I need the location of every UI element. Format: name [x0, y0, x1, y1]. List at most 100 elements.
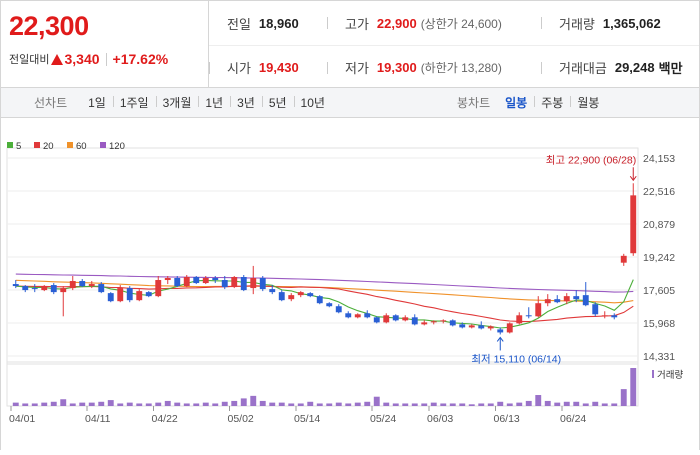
period-1w[interactable]: 1주일	[112, 94, 156, 111]
candle-body	[345, 313, 352, 318]
volume-bar	[459, 403, 466, 406]
volume-bar	[288, 403, 295, 406]
volume-bar	[449, 403, 456, 406]
stat-volume: 거래량 1,365,062	[541, 1, 699, 45]
volume-bar	[563, 401, 570, 406]
x-tick-label: 06/24	[560, 413, 586, 425]
candle-body	[193, 276, 200, 284]
candle-body	[164, 278, 171, 281]
chart-area: 24,153 22,516 20,879 19,242 17,605 15,968 14,3…	[0, 118, 700, 450]
quote-header: 22,300 전일대비 3,340 +17.62% 전일 18,960 고가 2…	[0, 0, 700, 88]
line-chart-label: 선차트	[34, 96, 68, 110]
candle-body	[126, 288, 133, 301]
candle-daily[interactable]: 일봉	[505, 96, 528, 110]
candle-monthly[interactable]: 월봉	[570, 94, 606, 111]
candle-body	[373, 317, 380, 323]
volume-bar	[487, 403, 494, 406]
candle-body	[288, 295, 295, 300]
change-row: 전일대비 3,340 +17.62%	[9, 51, 208, 67]
candle-body	[630, 195, 637, 254]
volume-bar	[364, 401, 371, 406]
candle-body	[592, 304, 599, 315]
volume-bar	[12, 402, 19, 406]
stat-value: 29,248	[614, 60, 655, 75]
candle-body	[411, 317, 418, 325]
volume-bar	[478, 403, 485, 406]
x-tick-label: 04/01	[9, 413, 35, 425]
candle-body	[22, 286, 29, 291]
period-10y[interactable]: 10년	[293, 94, 332, 111]
candle-body	[297, 292, 304, 296]
stat-amount: 거래대금 29,248 백만	[541, 45, 699, 89]
volume-bar	[392, 403, 399, 406]
candle-body	[601, 315, 608, 317]
candle-weekly[interactable]: 주봉	[534, 94, 570, 111]
candle-body	[354, 314, 361, 318]
volume-bar	[60, 399, 67, 406]
candlestick-chart: 24,153 22,516 20,879 19,242 17,605 15,968 14,3…	[6, 141, 683, 425]
candle-body	[487, 326, 494, 329]
volume-bar	[544, 400, 551, 406]
y-tick-label: 19,242	[643, 252, 675, 264]
stat-label: 시가	[227, 61, 251, 76]
candle-body	[88, 284, 95, 287]
candle-body	[221, 280, 228, 288]
volume-bar	[240, 398, 247, 406]
period-1y[interactable]: 1년	[198, 94, 230, 111]
stat-low: 저가 19,300 (하한가 13,280)	[327, 45, 541, 89]
period-3y[interactable]: 3년	[230, 94, 262, 111]
candle-body	[316, 296, 323, 304]
volume-bar	[516, 402, 523, 406]
period-5y[interactable]: 5년	[261, 94, 294, 111]
volume-label: 거래량	[657, 369, 683, 381]
y-tick-label: 14,331	[643, 351, 675, 363]
volume-bar	[354, 402, 361, 406]
volume-bar	[88, 402, 95, 406]
candle-body	[250, 278, 257, 289]
volume-bar	[126, 402, 133, 406]
volume-bar	[193, 403, 200, 406]
candle-body	[212, 278, 219, 281]
volume-bar	[22, 403, 29, 406]
candle-chart-label: 봉차트	[457, 96, 491, 110]
candle-body	[240, 276, 247, 291]
amount-unit: 백만	[658, 61, 683, 76]
volume-bar	[430, 402, 437, 406]
volume-bar	[316, 403, 323, 406]
volume-bar	[50, 401, 57, 406]
candle-body	[525, 315, 532, 317]
volume-bar	[573, 401, 580, 406]
ma-120-line	[15, 273, 634, 293]
current-price: 22,300	[9, 11, 89, 41]
stat-open: 시가 19,430	[209, 45, 327, 89]
volume-bar	[326, 403, 333, 406]
volume-bar	[155, 402, 162, 406]
candle-body	[155, 280, 162, 297]
candle-body	[335, 306, 342, 313]
min-arrow-head	[496, 336, 504, 342]
candle-body	[554, 299, 561, 303]
legend-label: 5	[16, 141, 21, 152]
volume-bar	[525, 400, 532, 406]
lower-limit: (하한가 13,280)	[420, 61, 502, 75]
stat-value: 22,900	[376, 15, 417, 31]
legend-swatch	[7, 142, 13, 148]
candle-body	[459, 324, 466, 328]
candle-body	[98, 284, 105, 293]
period-3m[interactable]: 3개월	[155, 94, 199, 111]
volume-bar	[620, 389, 627, 406]
stat-value: 1,365,062	[602, 15, 661, 31]
candle-body	[79, 281, 86, 287]
price-panel-frame	[6, 147, 639, 365]
period-1d[interactable]: 1일	[88, 96, 106, 110]
volume-panel-frame	[6, 361, 639, 407]
volume-bar	[269, 402, 276, 406]
candle-body	[50, 285, 57, 293]
candle-body	[326, 303, 333, 307]
stat-value: 19,430	[258, 60, 299, 75]
legend-label: 60	[76, 141, 87, 152]
stat-value: 18,960	[258, 15, 299, 31]
candle-body	[107, 293, 114, 302]
volume-bar	[117, 403, 124, 406]
volume-bar	[79, 402, 86, 406]
